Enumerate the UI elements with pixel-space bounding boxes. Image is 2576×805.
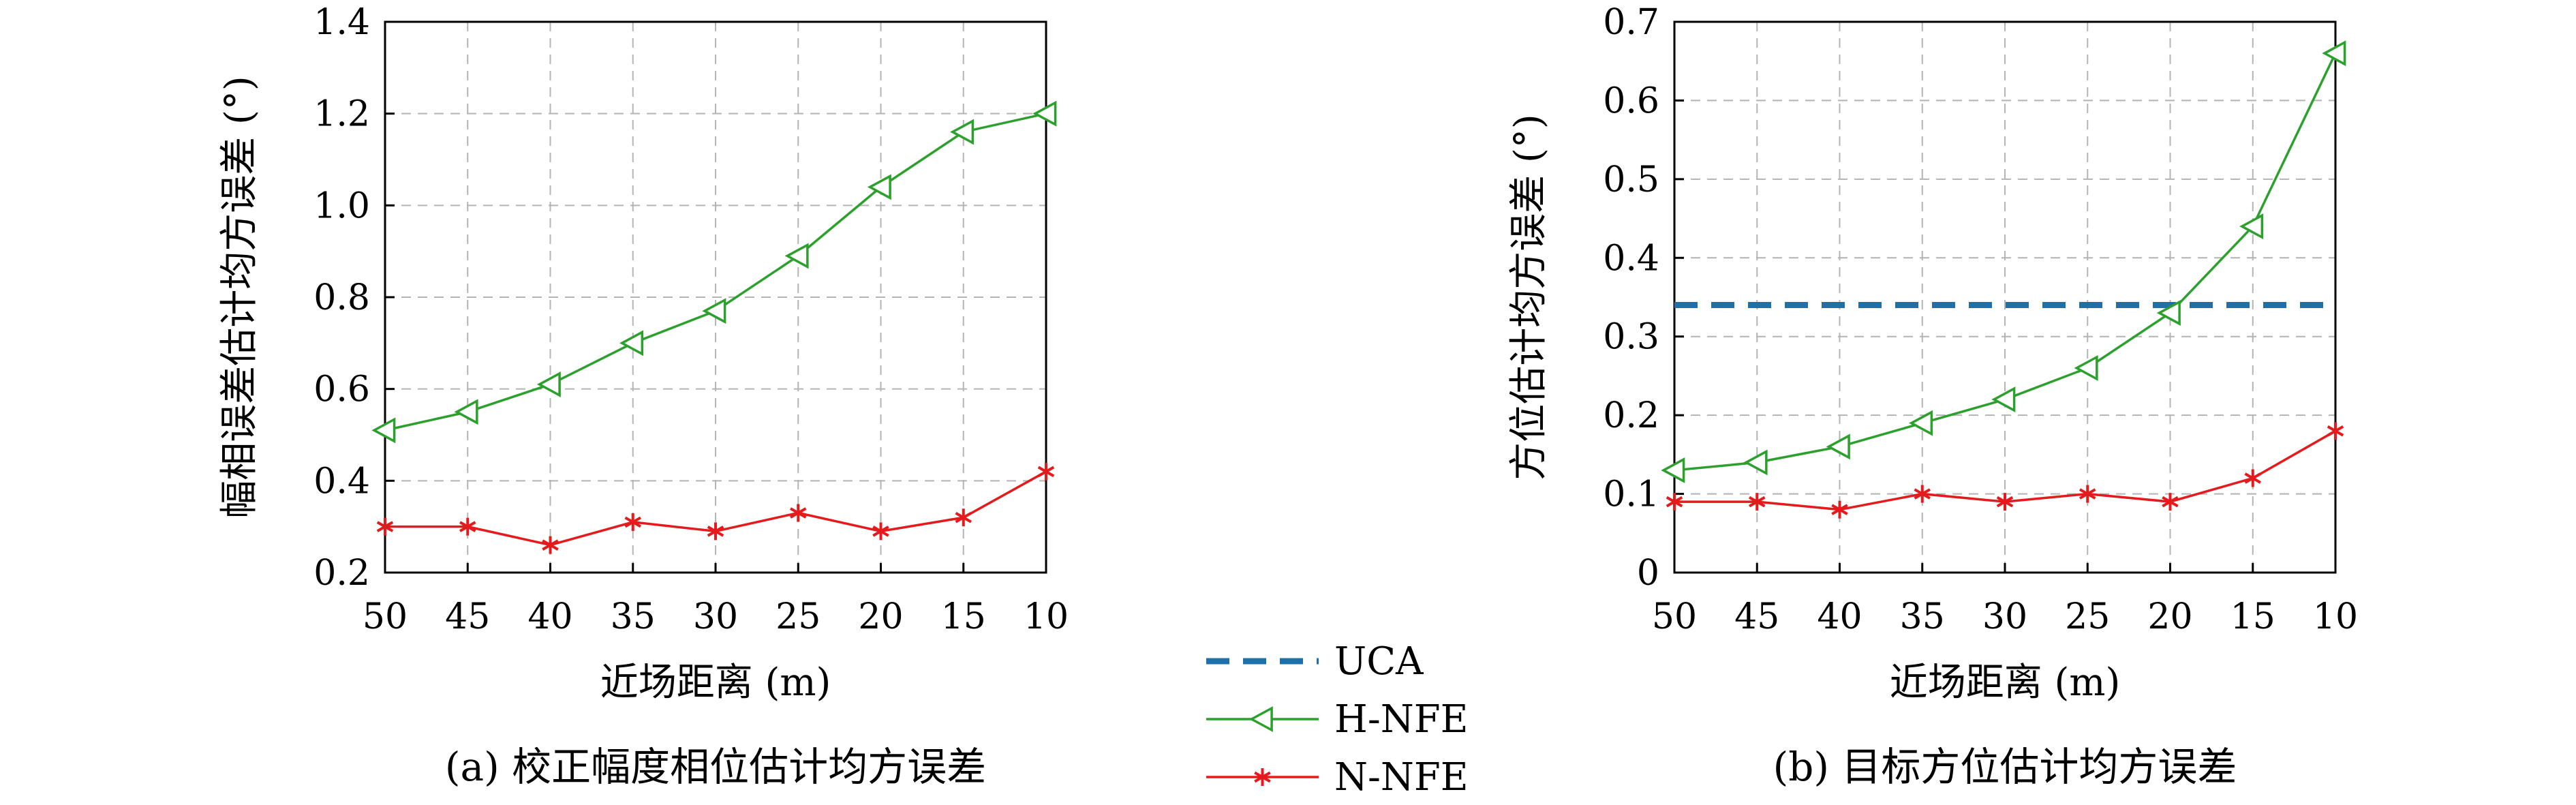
- y-tick-label: 0.3: [1603, 317, 1659, 358]
- data-point-n-nfe: [376, 517, 394, 536]
- x-tick-label: 15: [941, 596, 986, 637]
- legend-label-n-nfe: N-NFE: [1334, 755, 1469, 800]
- data-point-n-nfe: [459, 517, 476, 536]
- legend-marker-shape: [1254, 768, 1271, 786]
- data-point-h-nfe: [371, 417, 396, 444]
- data-point-h-nfe: [1743, 449, 1768, 476]
- x-tick-label: 45: [445, 596, 490, 637]
- data-point-n-nfe: [2244, 469, 2262, 487]
- data-point-h-nfe: [950, 119, 975, 145]
- legend-marker-h-nfe: [1248, 706, 1273, 732]
- data-point-h-nfe: [702, 298, 726, 324]
- data-point-h-nfe: [2074, 354, 2098, 381]
- x-tick-label: 40: [527, 596, 572, 637]
- y-tick-label: 0.6: [313, 369, 370, 410]
- legend-marker-shape: [1248, 706, 1273, 732]
- x-tick-label: 30: [693, 596, 738, 637]
- x-tick-label: 10: [2313, 596, 2358, 637]
- data-point-n-nfe: [1996, 493, 2014, 511]
- y-tick-label: 0.5: [1603, 160, 1659, 200]
- x-tick-label: 25: [776, 596, 821, 637]
- data-point-n-nfe: [789, 504, 807, 522]
- data-point-h-nfe: [2156, 300, 2181, 326]
- y-tick-label: 0.7: [1603, 2, 1659, 43]
- y-tick-label: 0.2: [1603, 395, 1659, 436]
- data-point-h-nfe: [1661, 457, 1685, 483]
- y-tick-label: 0.1: [1603, 474, 1659, 515]
- data-point-n-nfe: [2162, 493, 2179, 511]
- data-point-h-nfe: [619, 330, 644, 356]
- legend-label-uca: UCA: [1334, 639, 1424, 684]
- y-tick-label: 1.0: [313, 185, 370, 226]
- series-line-h-nfe: [1674, 52, 2337, 472]
- legend: UCA H-NFE N-NFE: [1206, 639, 1469, 800]
- y-tick-label: 0.4: [313, 461, 370, 502]
- data-point-h-nfe: [454, 399, 478, 425]
- x-tick-label: 40: [1817, 596, 1862, 637]
- data-point-n-nfe: [542, 536, 559, 554]
- chart-caption: (b) 目标方位估计均方误差: [1773, 744, 2237, 790]
- data-point-h-nfe: [2239, 213, 2264, 240]
- y-tick-label: 0.4: [1603, 238, 1659, 279]
- y-axis-title: 方位估计均方误差 (°): [1507, 114, 1551, 481]
- x-tick-label: 50: [1652, 596, 1697, 637]
- data-point-n-nfe: [872, 522, 889, 541]
- x-tick-label: 35: [611, 596, 656, 637]
- y-tick-label: 0.2: [313, 553, 370, 594]
- data-point-n-nfe: [2079, 485, 2096, 503]
- x-tick-label: 20: [2147, 596, 2192, 637]
- legend-label-h-nfe: H-NFE: [1334, 697, 1469, 742]
- x-tick-label: 45: [1734, 596, 1779, 637]
- y-axis-title: 幅相误差估计均方误差 (°): [217, 76, 262, 519]
- data-point-n-nfe: [1037, 462, 1055, 481]
- data-point-n-nfe: [707, 522, 724, 541]
- x-tick-label: 50: [363, 596, 408, 637]
- x-tick-label: 25: [2065, 596, 2110, 637]
- y-tick-label: 0: [1637, 553, 1659, 594]
- y-tick-label: 0.8: [313, 277, 370, 318]
- chart-a: 50 45 40 35 30 25 20 15 10 0.2 0.4 0.6 0.8 1.0 1.2 1.4 近…: [217, 2, 1069, 790]
- data-point-h-nfe: [784, 243, 809, 269]
- data-point-n-nfe: [1666, 493, 1683, 511]
- x-axis-title: 近场距离 (m): [600, 660, 831, 705]
- x-tick-label: 35: [1900, 596, 1945, 637]
- x-tick-label: 10: [1024, 596, 1069, 637]
- x-tick-label: 30: [1982, 596, 2027, 637]
- x-tick-label: 20: [858, 596, 903, 637]
- data-point-n-nfe: [2327, 422, 2344, 440]
- y-tick-label: 1.2: [313, 94, 370, 135]
- data-point-h-nfe: [867, 174, 891, 200]
- x-axis-title: 近场距离 (m): [1890, 660, 2121, 705]
- data-point-h-nfe: [1991, 386, 2016, 412]
- data-point-h-nfe: [2322, 40, 2346, 67]
- y-tick-label: 0.6: [1603, 80, 1659, 121]
- data-point-n-nfe: [1748, 493, 1766, 511]
- chart-caption: (a) 校正幅度相位估计均方误差: [445, 744, 986, 790]
- data-point-n-nfe: [1914, 485, 1931, 503]
- data-point-h-nfe: [1909, 410, 1933, 436]
- data-point-h-nfe: [536, 371, 561, 397]
- data-point-h-nfe: [1032, 100, 1057, 127]
- legend-marker-n-nfe: [1254, 768, 1271, 786]
- chart-b: 50 45 40 35 30 25 20 15 10 0 0.1 0.2 0.3 0.4 0.5 0.6 0.7…: [1507, 2, 2358, 790]
- data-point-h-nfe: [1826, 434, 1850, 460]
- x-tick-label: 15: [2230, 596, 2275, 637]
- data-point-n-nfe: [624, 513, 642, 531]
- y-tick-label: 1.4: [313, 2, 370, 43]
- data-point-n-nfe: [1831, 500, 1848, 519]
- data-point-n-nfe: [955, 508, 972, 527]
